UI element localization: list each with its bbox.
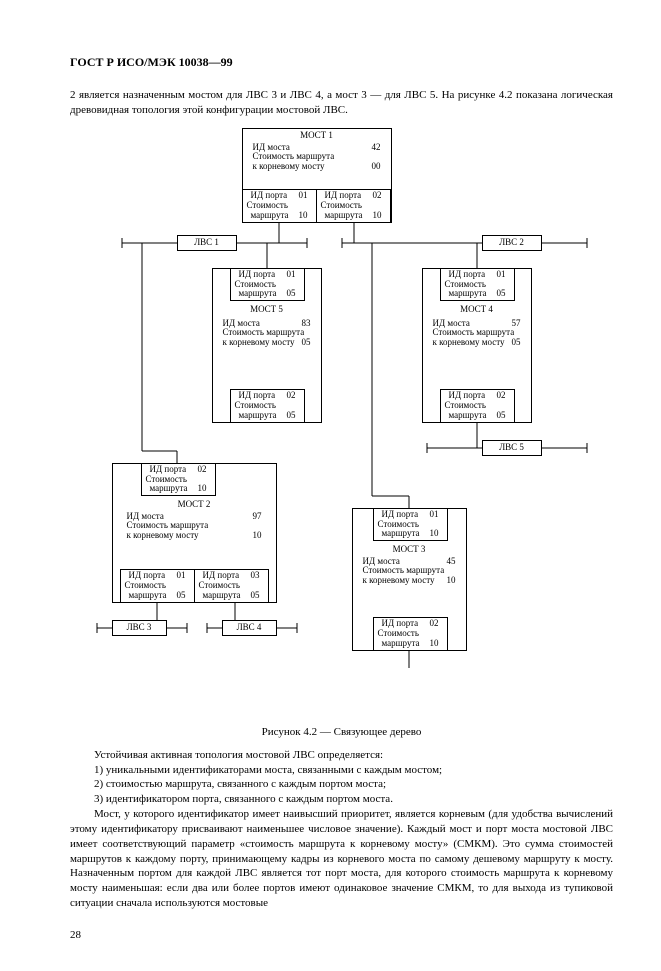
page: ГОСТ Р ИСО/МЭК 10038—99 2 является назна… — [0, 0, 661, 971]
l: маршрута — [251, 211, 289, 221]
bridge-2-port-2: ИД порта03 Стоимость маршрута05 — [194, 569, 269, 603]
paragraph-2: Мост, у которого идентификатор имеет наи… — [70, 807, 613, 911]
l: маршрута — [203, 591, 241, 601]
bridge-4-box: ИД порта01 Стоимость маршрута05 МОСТ 4 И… — [422, 268, 532, 423]
bridge-4-title: МОСТ 4 — [423, 305, 531, 315]
v: 02 — [430, 619, 439, 629]
v: 05 — [512, 338, 521, 348]
v: 10 — [430, 639, 439, 649]
v: 45 — [447, 557, 456, 567]
v: 01 — [430, 510, 439, 520]
l: маршрута — [239, 289, 277, 299]
l: маршрута — [239, 411, 277, 421]
body-text: Устойчивая активная топология мостовой Л… — [70, 748, 613, 911]
bridge-2-box: ИД порта02 Стоимость маршрута10 МОСТ 2 И… — [112, 463, 277, 603]
v: 03 — [251, 571, 260, 581]
v: 02 — [198, 465, 207, 475]
v: 02 — [287, 391, 296, 401]
field-value: 42 — [372, 143, 381, 153]
bridge-1-title: МОСТ 1 — [243, 129, 391, 141]
v: 02 — [497, 391, 506, 401]
v: 10 — [299, 211, 308, 221]
bridge-5-title: МОСТ 5 — [213, 305, 321, 315]
v: 01 — [287, 270, 296, 280]
bridge-3-box: ИД порта01 Стоимость маршрута10 МОСТ 3 И… — [352, 508, 467, 651]
lvs-4-label: ЛВС 4 — [222, 620, 277, 636]
bridge-4-port-top: ИД порта01 Стоимость маршрута05 — [440, 268, 515, 302]
bridge-1-port-1: ИД порта01 Стоимость маршрута10 — [242, 189, 317, 223]
bridge-5-box: ИД порта01 Стоимость маршрута05 МОСТ 5 И… — [212, 268, 322, 423]
v: 02 — [373, 191, 382, 201]
v: 10 — [198, 484, 207, 494]
v: 10 — [373, 211, 382, 221]
doc-header: ГОСТ Р ИСО/МЭК 10038—99 — [70, 55, 613, 70]
v: 05 — [497, 411, 506, 421]
v: 05 — [177, 591, 186, 601]
bridge-5-port-bottom: ИД порта02 Стоимость маршрута05 — [230, 389, 305, 423]
l: к корневому мосту — [127, 531, 199, 541]
lvs-5-label: ЛВС 5 — [482, 440, 542, 456]
l: маршрута — [325, 211, 363, 221]
bridge-5-port-top: ИД порта01 Стоимость маршрута05 — [230, 268, 305, 302]
figure-caption: Рисунок 4.2 — Связующее дерево — [70, 726, 613, 738]
lvs-3-label: ЛВС 3 — [112, 620, 167, 636]
bridge-1-port-2: ИД порта02 Стоимость маршрута10 — [316, 189, 391, 223]
v: 01 — [177, 571, 186, 581]
bridge-2-port-top: ИД порта02 Стоимость маршрута10 — [141, 463, 216, 497]
v: 05 — [497, 289, 506, 299]
l: маршрута — [129, 591, 167, 601]
v: 10 — [430, 529, 439, 539]
topology-diagram: МОСТ 1 ИД моста42 Стоимость маршрута к к… — [82, 128, 602, 718]
l: маршрута — [150, 484, 188, 494]
l: маршрута — [449, 411, 487, 421]
l: маршрута — [449, 289, 487, 299]
v: 05 — [287, 411, 296, 421]
page-number: 28 — [70, 929, 613, 941]
list-intro: Устойчивая активная топология мостовой Л… — [70, 748, 613, 763]
bridge-3-title: МОСТ 3 — [353, 545, 466, 555]
bridge-2-title: МОСТ 2 — [113, 500, 276, 510]
l: маршрута — [382, 529, 420, 539]
bridge-3-port-top: ИД порта01 Стоимость маршрута10 — [373, 508, 448, 542]
list-item-3: 3) идентификатором порта, связанного с к… — [70, 792, 613, 807]
bridge-2-port-1: ИД порта01 Стоимость маршрута05 — [120, 569, 195, 603]
v: 01 — [497, 270, 506, 280]
bridge-4-port-bottom: ИД порта02 Стоимость маршрута05 — [440, 389, 515, 423]
bridge-3-port-bottom: ИД порта02 Стоимость маршрута10 — [373, 617, 448, 651]
bridge-1-box: МОСТ 1 ИД моста42 Стоимость маршрута к к… — [242, 128, 392, 223]
l: к корневому мосту — [433, 338, 505, 348]
l: маршрута — [382, 639, 420, 649]
field-label: к корневому мосту — [253, 162, 325, 172]
intro-paragraph: 2 является назначенным мостом для ЛВС 3 … — [70, 88, 613, 118]
v: 05 — [302, 338, 311, 348]
v: 97 — [253, 512, 262, 522]
v: 10 — [253, 531, 262, 541]
list-item-1: 1) уникальными идентификаторами моста, с… — [70, 763, 613, 778]
field-value: 00 — [372, 162, 381, 172]
lvs-2-label: ЛВС 2 — [482, 235, 542, 251]
v: 05 — [251, 591, 260, 601]
v: 05 — [287, 289, 296, 299]
v: 01 — [299, 191, 308, 201]
v: 10 — [447, 576, 456, 586]
list-item-2: 2) стоимостью маршрута, связанного с каж… — [70, 777, 613, 792]
l: к корневому мосту — [363, 576, 435, 586]
l: к корневому мосту — [223, 338, 295, 348]
lvs-1-label: ЛВС 1 — [177, 235, 237, 251]
